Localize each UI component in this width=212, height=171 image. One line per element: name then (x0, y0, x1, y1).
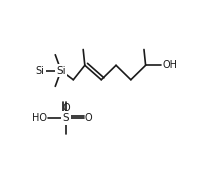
Text: O: O (85, 113, 92, 123)
Text: Si: Si (35, 65, 44, 76)
Text: OH: OH (162, 60, 177, 70)
Text: S: S (63, 113, 69, 123)
Text: O: O (62, 103, 70, 113)
Text: HO: HO (32, 113, 47, 123)
Text: Si: Si (57, 65, 66, 76)
Text: Si: Si (36, 65, 45, 76)
Text: Si: Si (56, 65, 66, 76)
